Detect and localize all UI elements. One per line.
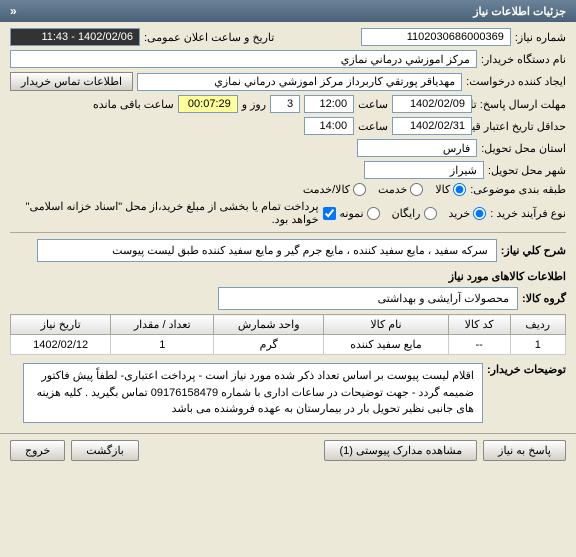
announce-label: تاریخ و ساعت اعلان عمومی: xyxy=(144,31,274,44)
back-button[interactable]: بازگشت xyxy=(71,440,139,461)
buyer-org-value: مرکز اموزشي درماني نمازي xyxy=(10,50,477,68)
radio-free[interactable]: رایگان xyxy=(392,207,437,220)
city-value: شیراز xyxy=(364,161,484,179)
cell-row: 1 xyxy=(510,335,565,355)
time-label-1: ساعت xyxy=(358,98,388,111)
radio-goods[interactable]: کالا xyxy=(435,183,466,196)
buyer-org-label: نام دستگاه خریدار: xyxy=(481,53,566,66)
goods-section-label: اطلاعات کالاهای مورد نیاز xyxy=(449,270,566,283)
buyer-notes-text: اقلام لیست پیوست بر اساس تعداد ذکر شده م… xyxy=(23,363,483,423)
remain-label: ساعت باقی مانده xyxy=(93,98,174,111)
radio-both-input[interactable] xyxy=(353,183,366,196)
requester-label: ایجاد کننده درخواست: xyxy=(466,75,566,88)
respond-button[interactable]: پاسخ به نیاز xyxy=(483,440,566,461)
payment-note: پرداخت تمام یا بخشی از مبلغ خرید،از محل … xyxy=(10,200,319,226)
announce-value: 1402/02/06 - 11:43 xyxy=(10,28,140,46)
exit-button[interactable]: خروج xyxy=(10,440,65,461)
need-number-value: 1102030686000369 xyxy=(361,28,511,46)
th-qty: تعداد / مقدار xyxy=(111,315,214,335)
table-row[interactable]: 1 -- مایع سفید کننده گرم 1 1402/02/12 xyxy=(11,335,566,355)
th-code: کد کالا xyxy=(448,315,510,335)
remain-time: 00:07:29 xyxy=(178,95,238,113)
process-label: نوع فرآیند خرید : xyxy=(490,207,566,220)
contact-button[interactable]: اطلاعات تماس خریدار xyxy=(10,72,133,91)
separator xyxy=(10,232,566,233)
need-title-label: شرح کلي نياز: xyxy=(501,244,566,257)
province-value: فارس xyxy=(357,139,477,157)
category-radio-group: کالا خدمت کالا/خدمت xyxy=(303,183,466,196)
radio-buy-input[interactable] xyxy=(473,207,486,220)
table-header-row: ردیف کد کالا نام کالا واحد شمارش تعداد /… xyxy=(11,315,566,335)
group-label: گروه کالا: xyxy=(522,292,566,305)
attachments-button[interactable]: مشاهده مدارک پیوستی (1) xyxy=(324,440,477,461)
radio-both[interactable]: کالا/خدمت xyxy=(303,183,366,196)
collapse-icon[interactable]: « xyxy=(10,4,17,18)
payment-checkbox-input[interactable] xyxy=(323,207,336,220)
cell-qty: 1 xyxy=(111,335,214,355)
cell-unit: گرم xyxy=(214,335,324,355)
cell-date: 1402/02/12 xyxy=(11,335,111,355)
radio-service[interactable]: خدمت xyxy=(378,183,423,196)
process-radio-group: خرید رایگان نمونه xyxy=(340,207,487,220)
cell-name: مایع سفید کننده xyxy=(324,335,449,355)
form-panel: شماره نیاز: 1102030686000369 تاریخ و ساع… xyxy=(0,22,576,433)
th-date: تاریخ نیاز xyxy=(11,315,111,335)
need-title-value: سرکه سفید ، مایع سفید کننده ، مایع جرم گ… xyxy=(37,239,497,262)
validity-time: 14:00 xyxy=(304,117,354,135)
radio-free-input[interactable] xyxy=(424,207,437,220)
radio-buy[interactable]: خرید xyxy=(449,207,487,220)
payment-checkbox[interactable]: پرداخت تمام یا بخشی از مبلغ خرید،از محل … xyxy=(10,200,336,226)
section-header: جزئیات اطلاعات نیاز « xyxy=(0,0,576,22)
validity-label: حداقل تاریخ اعتبار قیمت: تا تاریخ: xyxy=(476,120,566,133)
group-value: محصولات آرایشی و بهداشتی xyxy=(218,287,518,310)
deadline-time: 12:00 xyxy=(304,95,354,113)
cell-code: -- xyxy=(448,335,510,355)
th-row: ردیف xyxy=(510,315,565,335)
section-title: جزئیات اطلاعات نیاز xyxy=(473,5,566,18)
city-label: شهر محل تحویل: xyxy=(488,164,566,177)
category-label: طبقه بندی موضوعی: xyxy=(470,183,566,196)
buyer-notes-label: توضیحات خریدار: xyxy=(487,363,566,376)
bottom-toolbar: پاسخ به نیاز مشاهده مدارک پیوستی (1) باز… xyxy=(0,433,576,467)
deadline-date: 1402/02/09 xyxy=(392,95,472,113)
validity-date: 1402/02/31 xyxy=(392,117,472,135)
radio-goods-input[interactable] xyxy=(453,183,466,196)
days-value: 3 xyxy=(270,95,300,113)
th-name: نام کالا xyxy=(324,315,449,335)
need-number-label: شماره نیاز: xyxy=(515,31,566,44)
radio-service-input[interactable] xyxy=(410,183,423,196)
items-table: ردیف کد کالا نام کالا واحد شمارش تعداد /… xyxy=(10,314,566,355)
radio-sample-input[interactable] xyxy=(367,207,380,220)
radio-sample[interactable]: نمونه xyxy=(340,207,380,220)
th-unit: واحد شمارش xyxy=(214,315,324,335)
requester-value: مهدیاقر پورتقي کاربرداز مرکز اموزشي درما… xyxy=(137,73,462,91)
deadline-label: مهلت ارسال پاسخ: تا تاریخ: xyxy=(476,98,566,111)
province-label: استان محل تحویل: xyxy=(481,142,566,155)
time-label-2: ساعت xyxy=(358,120,388,133)
days-label: روز و xyxy=(242,98,266,111)
